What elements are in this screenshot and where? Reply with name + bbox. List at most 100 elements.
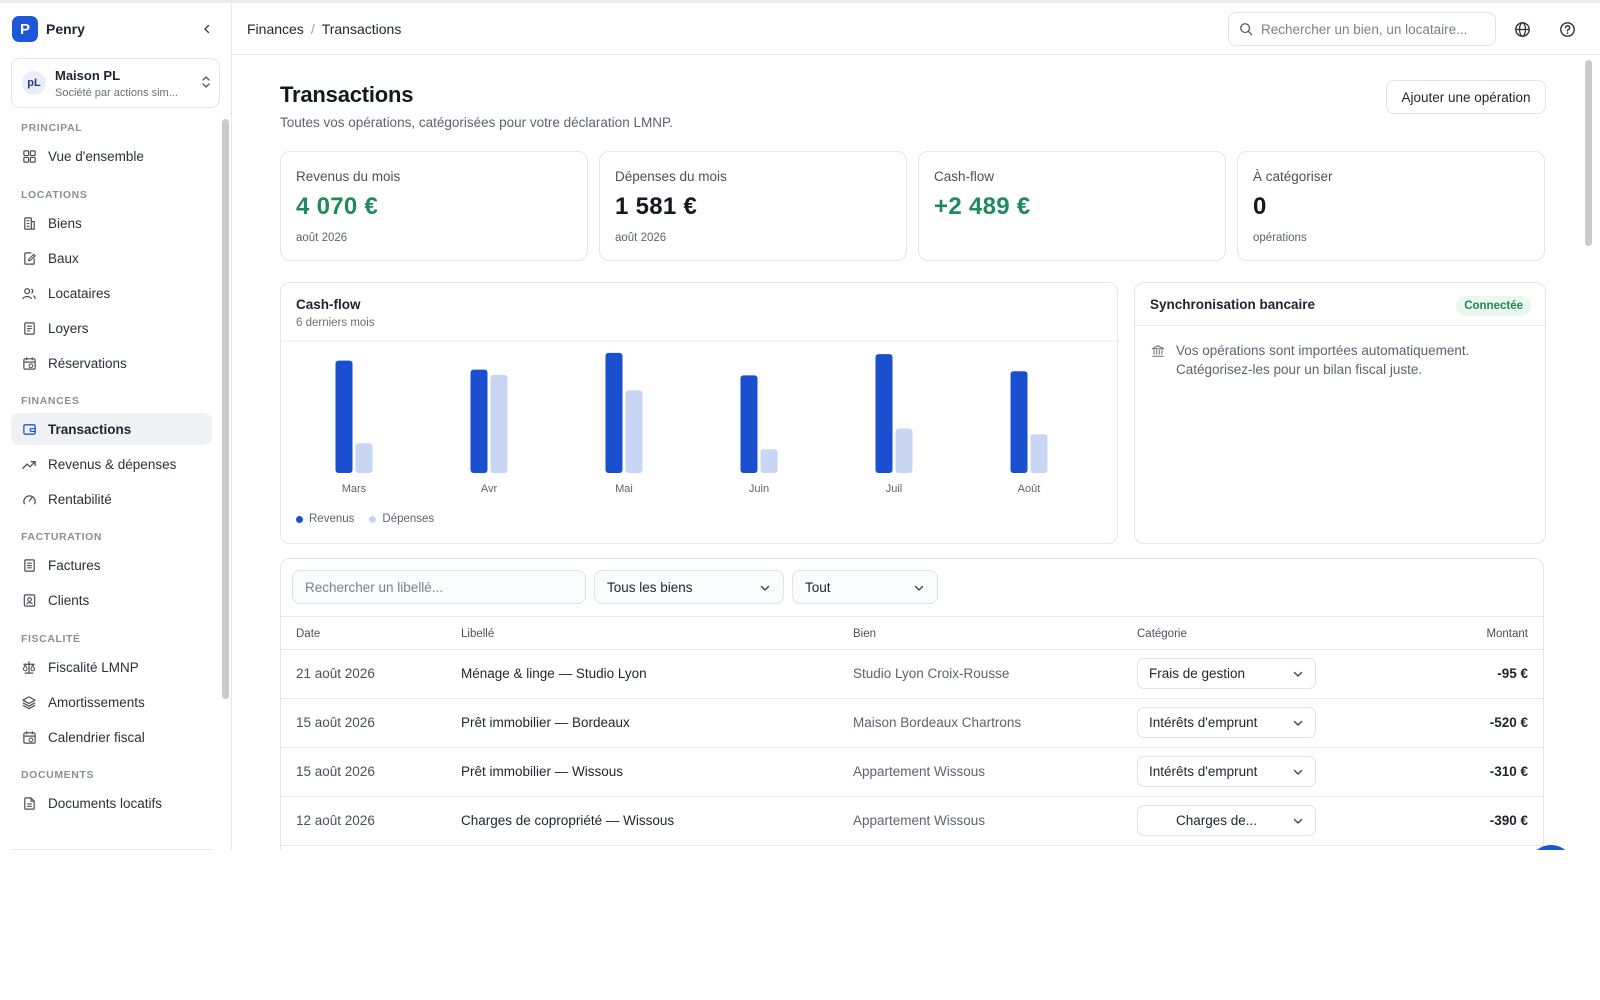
page-title: Transactions: [280, 82, 414, 107]
sidebar-item-locataires[interactable]: Locataires: [11, 277, 212, 309]
bar-revenus-2[interactable]: [605, 352, 623, 473]
x-tick-label: Juin: [749, 483, 769, 495]
bar-revenus-4[interactable]: [875, 354, 893, 473]
file-text-icon: [21, 557, 37, 573]
sidebar-item-calendrier-fiscal[interactable]: Calendrier fiscal: [11, 721, 212, 753]
global-search-input[interactable]: Rechercher un bien, un locataire...: [1228, 12, 1496, 46]
bar-dpenses-4[interactable]: [895, 428, 913, 473]
contact-icon: [21, 592, 37, 608]
bar-dpenses-2[interactable]: [625, 390, 643, 473]
stat-card-depenses: Dépenses du mois 1 581 € août 2026: [599, 151, 907, 261]
sidebar-item-fiscalite-lmnp[interactable]: Fiscalité LMNP: [11, 651, 212, 683]
row-category-select[interactable]: Frais de gestion: [1137, 658, 1316, 689]
table-row[interactable]: 15 août 2026 Prêt immobilier — Wissous A…: [281, 748, 1543, 797]
receipt-icon: [21, 320, 37, 336]
row-amount: -95 €: [1497, 666, 1528, 681]
section-title-finances: FINANCES: [21, 395, 80, 407]
table-row[interactable]: 15 août 2026 Prêt immobilier — Bordeaux …: [281, 699, 1543, 748]
sidebar-item-reservations[interactable]: Réservations: [11, 347, 212, 379]
scale-icon: [21, 659, 37, 675]
file-text-icon: [21, 795, 37, 811]
type-filter-select[interactable]: Tout: [792, 570, 938, 604]
sidebar-item-label: Fiscalité LMNP: [48, 659, 139, 675]
brand[interactable]: P Penry: [12, 16, 85, 42]
breadcrumb-current: Transactions: [321, 21, 402, 37]
bar-revenus-0[interactable]: [335, 360, 353, 473]
row-category-select[interactable]: Intérêts d'emprunt: [1137, 756, 1316, 787]
breadcrumb: Finances / Transactions: [247, 21, 401, 37]
row-category-value: Intérêts d'emprunt: [1149, 764, 1258, 779]
bar-dpenses-3[interactable]: [760, 449, 778, 473]
add-operation-button[interactable]: Ajouter une opération: [1386, 80, 1546, 114]
table-row[interactable]: 21 août 2026 Ménage & linge — Studio Lyo…: [281, 650, 1543, 699]
sidebar-item-rentabilite[interactable]: Rentabilité: [11, 483, 212, 515]
legend-item-depenses: Dépenses: [369, 513, 434, 525]
row-date: 15 août 2026: [296, 715, 375, 730]
row-property: Studio Lyon Croix-Rousse: [853, 666, 1010, 681]
bar-dpenses-1[interactable]: [490, 374, 508, 473]
sidebar-item-documents-locatifs[interactable]: Documents locatifs: [11, 787, 212, 819]
chart-title: Cash-flow: [296, 297, 361, 312]
property-filter-value: Tous les biens: [607, 579, 693, 595]
sidebar-item-factures[interactable]: Factures: [11, 549, 212, 581]
sidebar-item-label: Amortissements: [48, 694, 145, 710]
organization-switcher[interactable]: pL Maison PL Société par actions sim...: [11, 58, 220, 108]
column-header-category[interactable]: Catégorie: [1137, 628, 1187, 640]
bar-revenus-3[interactable]: [740, 375, 758, 473]
row-label: Ménage & linge — Studio Lyon: [461, 666, 647, 681]
sidebar-item-amortissements[interactable]: Amortissements: [11, 686, 212, 718]
sidebar-item-label: Biens: [48, 215, 82, 231]
column-header-date[interactable]: Date: [296, 628, 321, 640]
sidebar-item-baux[interactable]: Baux: [11, 242, 212, 274]
section-title-principal: PRINCIPAL: [21, 122, 83, 134]
app-window: P Penry pL Maison PL Société par actions…: [0, 0, 1600, 850]
table-header: Date Libellé Bien Catégorie Montant: [281, 616, 1543, 650]
column-header-property[interactable]: Bien: [853, 628, 877, 640]
trending-up-icon: [21, 456, 37, 472]
transactions-table-card: Rechercher un libellé... Tous les biens …: [280, 558, 1544, 850]
main-scrollbar[interactable]: [1585, 60, 1592, 246]
sidebar-item-biens[interactable]: Biens: [11, 207, 212, 239]
section-title-fiscalite: FISCALITÉ: [21, 633, 81, 645]
column-header-label[interactable]: Libellé: [461, 628, 495, 640]
stat-value: 1 581 €: [615, 193, 698, 220]
legend-item-revenus: Revenus: [296, 513, 354, 525]
sidebar-item-label: Calendrier fiscal: [48, 729, 145, 745]
globe-icon[interactable]: [1513, 20, 1531, 38]
sidebar-item-revenus-depenses[interactable]: Revenus & dépenses: [11, 448, 212, 480]
bar-dpenses-0[interactable]: [355, 443, 373, 473]
table-row[interactable]: 12 août 2026 Charges de copropriété — Wi…: [281, 797, 1543, 846]
bar-dpenses-5[interactable]: [1030, 434, 1048, 473]
column-header-amount[interactable]: Montant: [1486, 628, 1528, 640]
chart-subtitle: 6 derniers mois: [296, 317, 375, 329]
building-icon: [21, 215, 37, 231]
sidebar-item-clients[interactable]: Clients: [11, 584, 212, 616]
sidebar-scrollbar[interactable]: [222, 119, 229, 699]
collapse-sidebar-chevron-left-icon[interactable]: [198, 20, 216, 38]
stat-card-revenus: Revenus du mois 4 070 € août 2026: [280, 151, 588, 261]
property-filter-select[interactable]: Tous les biens: [594, 570, 784, 604]
chevron-down-icon: [1292, 668, 1304, 680]
legend-dot: [296, 515, 303, 523]
bar-revenus-5[interactable]: [1010, 371, 1028, 473]
stat-value: +2 489 €: [934, 193, 1031, 220]
stat-value: 4 070 €: [296, 193, 379, 220]
sidebar-item-loyers[interactable]: Loyers: [11, 312, 212, 344]
chat-fab-button[interactable]: [1528, 845, 1574, 850]
row-category-select[interactable]: Intérêts d'emprunt: [1137, 707, 1316, 738]
sidebar: P Penry pL Maison PL Société par actions…: [0, 3, 232, 850]
help-icon[interactable]: [1558, 20, 1576, 38]
section-title-facturation: FACTURATION: [21, 531, 103, 543]
bank-sync-card: Synchronisation bancaire Connectée Vos o…: [1134, 282, 1546, 544]
breadcrumb-finances[interactable]: Finances: [247, 21, 304, 37]
bar-revenus-1[interactable]: [470, 369, 488, 473]
row-category-select[interactable]: Charges de...: [1137, 805, 1316, 836]
sidebar-item-label: Revenus & dépenses: [48, 456, 177, 472]
row-amount: -520 €: [1489, 715, 1528, 730]
sidebar-item-overview[interactable]: Vue d'ensemble: [11, 140, 212, 172]
sidebar-item-label: Locataires: [48, 285, 111, 301]
label-search-input[interactable]: Rechercher un libellé...: [292, 570, 586, 604]
sidebar-item-transactions[interactable]: Transactions: [11, 413, 212, 445]
chevrons-up-down-icon: [201, 75, 211, 92]
x-tick-label: Avr: [481, 483, 498, 495]
